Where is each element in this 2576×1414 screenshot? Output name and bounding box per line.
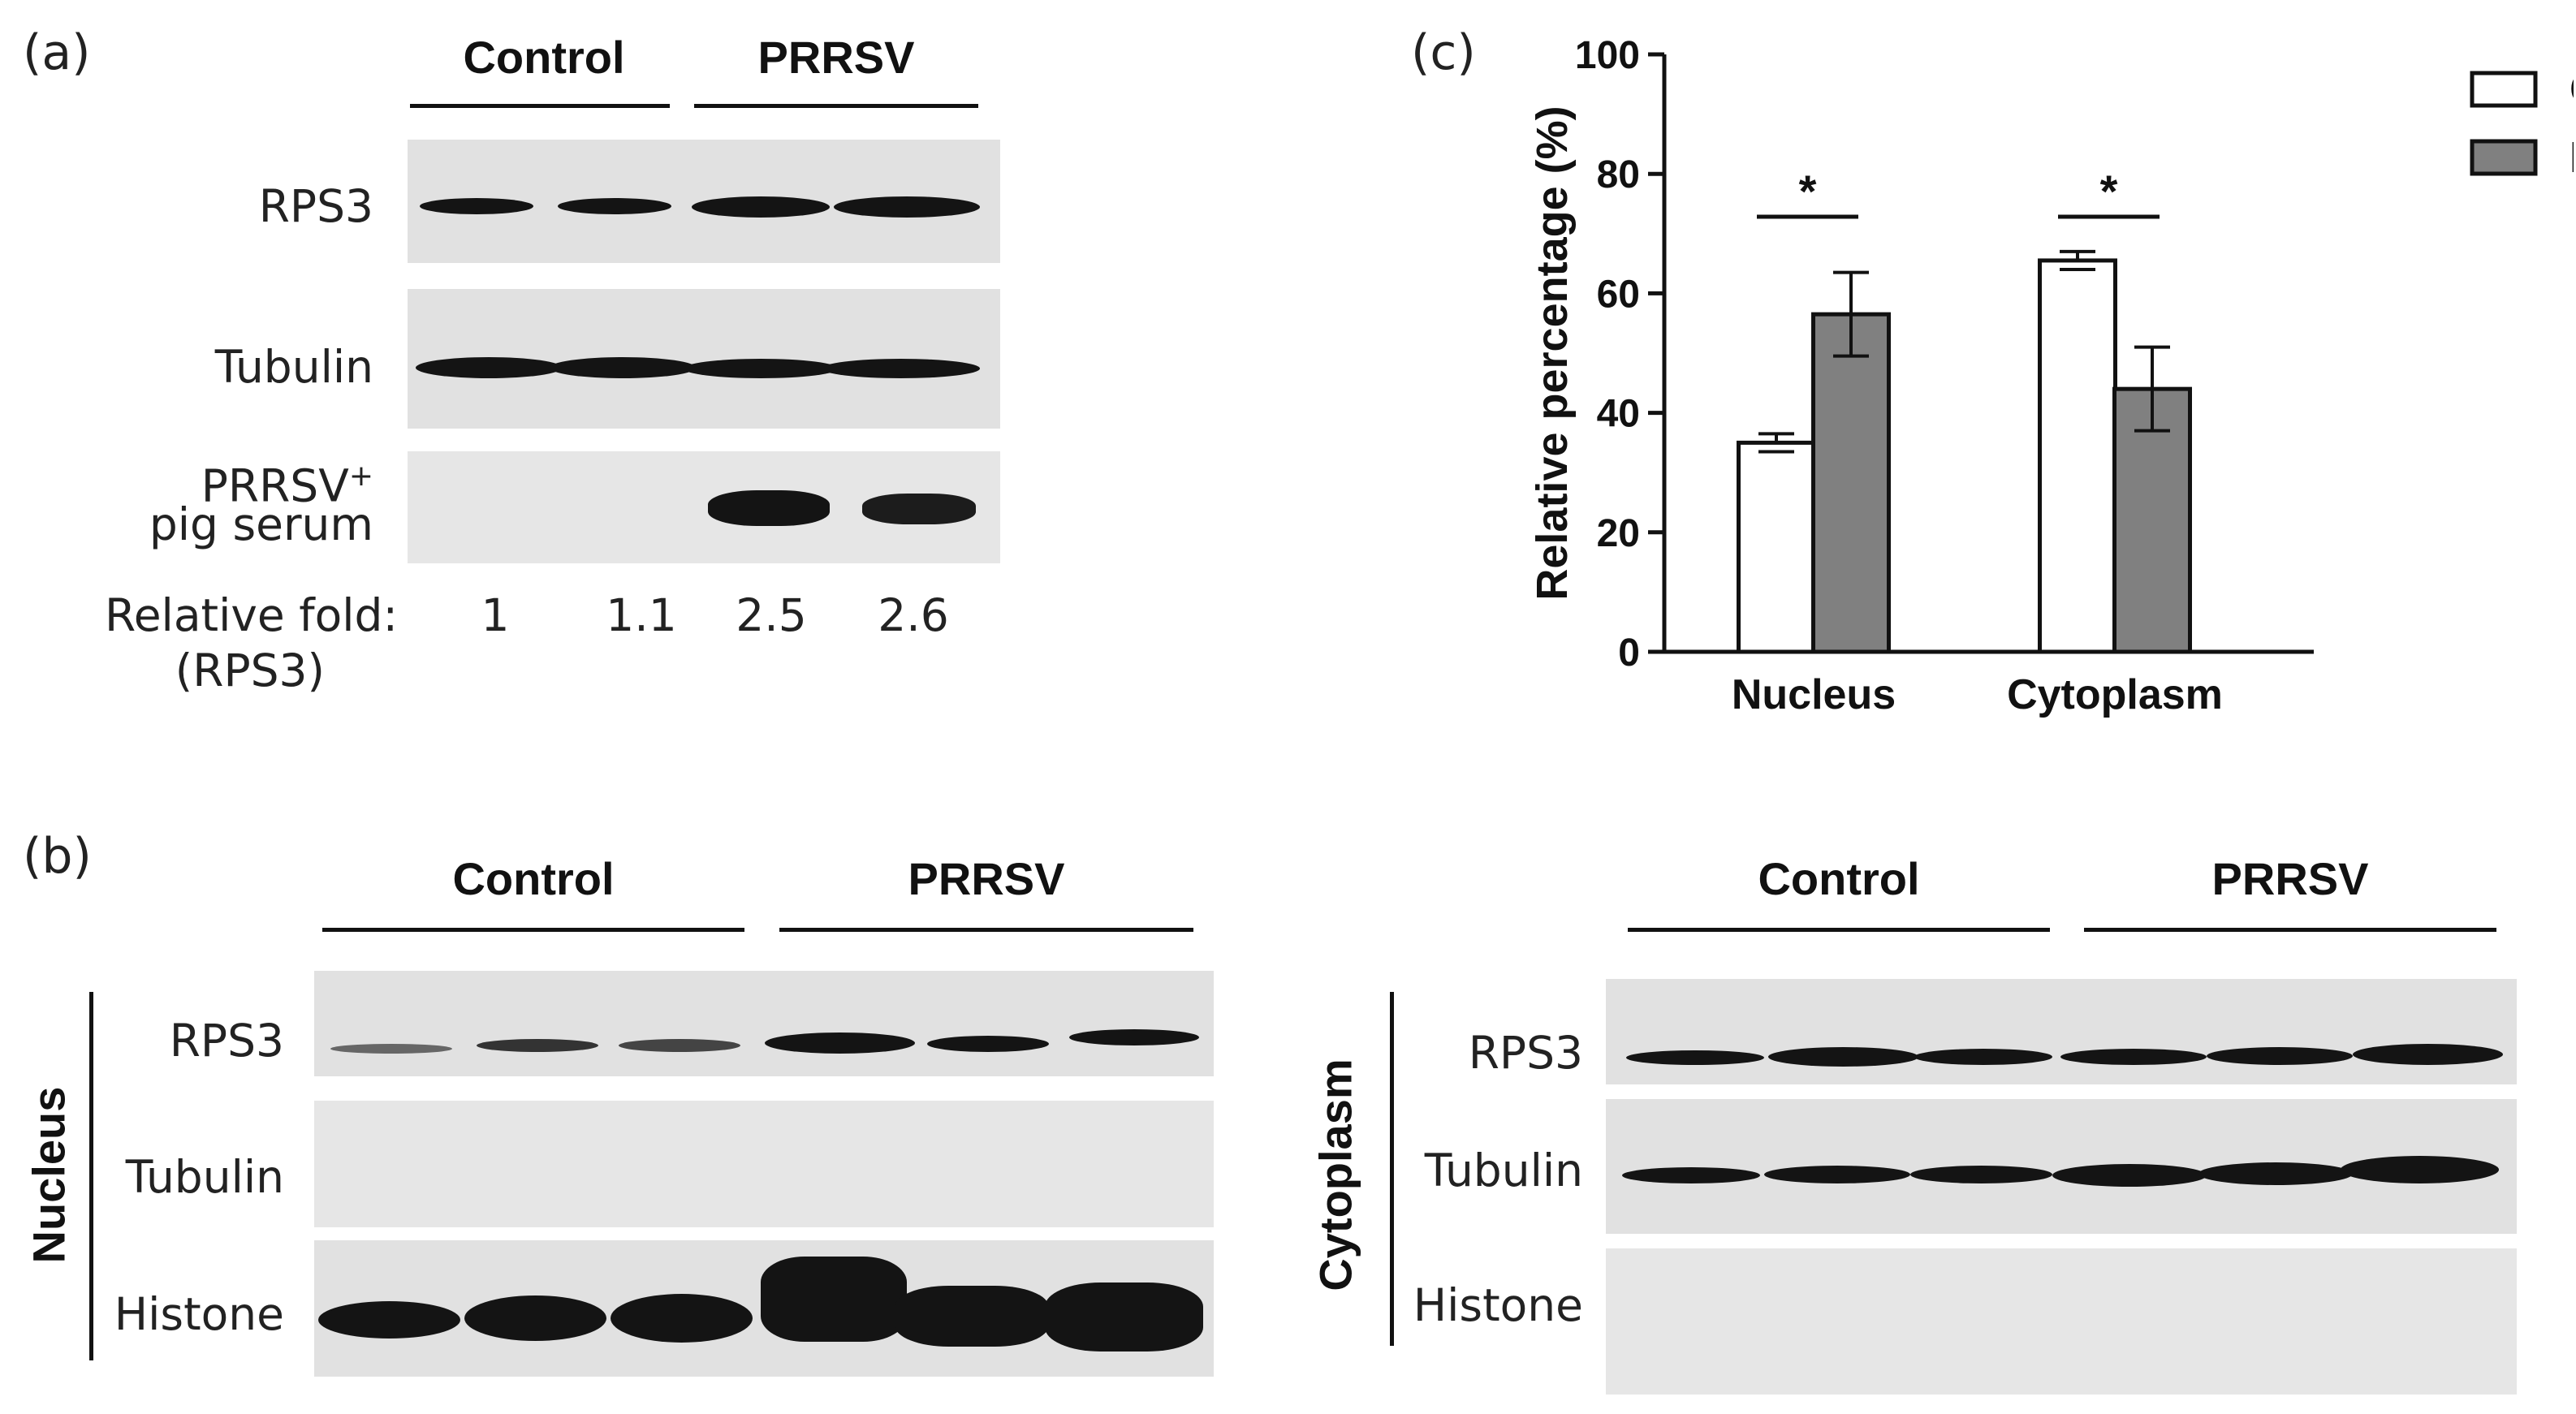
y-axis-label: Relative percentage (%): [1528, 106, 1577, 600]
significance-marker: *: [2100, 166, 2118, 217]
serum-label-text: PRRSV: [201, 459, 349, 512]
panel-a-row-serum-line2: pig serum: [149, 498, 373, 550]
panel-c-label: (c): [1411, 24, 1476, 81]
panel-a-rule-control: [410, 104, 670, 108]
cytoplasm-blot-histone: [1606, 1248, 2517, 1395]
relative-fold-sublabel: (RPS3): [175, 644, 325, 696]
cytoplasm-header-control: Control: [1758, 853, 1920, 904]
relative-fold-value: 1: [481, 589, 510, 641]
cytoplasm-blot-tubulin: [1606, 1099, 2517, 1234]
cytoplasm-header-prrsv: PRRSV: [2211, 853, 2369, 904]
relative-fold-value: 2.5: [736, 589, 807, 641]
y-tick-label: 60: [1597, 273, 1640, 316]
panel-a-row-rps3: RPS3: [258, 180, 373, 232]
nucleus-header-control: Control: [452, 853, 615, 904]
y-tick-label: 0: [1618, 632, 1640, 675]
panel-b-label: (b): [23, 828, 92, 885]
nucleus-header-prrsv: PRRSV: [908, 853, 1065, 904]
legend-label-control: Control: [2570, 65, 2574, 114]
cytoplasm-rule-prrsv: [2084, 928, 2496, 932]
significance-marker: *: [1799, 166, 1817, 217]
legend-swatch-prrsv: [2470, 139, 2538, 176]
nucleus-blot-tubulin: [314, 1101, 1214, 1227]
panel-a-label: (a): [23, 24, 91, 81]
relative-fold-label: Relative fold:: [104, 589, 398, 641]
cytoplasm-row-rps3: RPS3: [1468, 1027, 1583, 1079]
panel-a-row-serum-line1: PRRSV+: [122, 459, 373, 511]
nucleus-row-tubulin: Tubulin: [125, 1151, 284, 1203]
bar-chart: 0 20 40 60 80 100 Relative percentage (%) Nucle…: [1528, 34, 2574, 718]
y-tick-label: 80: [1597, 153, 1640, 196]
panel-a-row-tubulin: Tubulin: [214, 341, 373, 393]
nucleus-row-rps3: RPS3: [169, 1015, 284, 1067]
panel-a-rule-prrsv: [694, 104, 978, 108]
cytoplasm-vertical-rule: [1390, 992, 1394, 1346]
panel-a-blot-serum: [408, 451, 1000, 563]
y-tick-label: 20: [1597, 512, 1640, 555]
legend-swatch-control: [2470, 71, 2538, 108]
panel-a-header-prrsv: PRRSV: [757, 32, 915, 83]
nucleus-blot-histone: [314, 1240, 1214, 1377]
cytoplasm-row-tubulin: Tubulin: [1424, 1145, 1583, 1196]
nucleus-rule-control: [322, 928, 744, 932]
y-tick-label: 100: [1575, 34, 1640, 77]
legend-label-prrsv: PRRSV: [2570, 133, 2574, 182]
nucleus-blot-rps3: [314, 971, 1214, 1076]
x-tick-label: Nucleus: [1732, 671, 1896, 718]
cytoplasm-row-histone: Histone: [1413, 1279, 1583, 1331]
relative-fold-value: 1.1: [606, 589, 677, 641]
y-tick-label: 40: [1597, 393, 1640, 436]
legend: Control PRRSV: [2470, 65, 2574, 182]
bar-prrsv-nucleus: [1811, 312, 1891, 654]
relative-fold-value: 2.6: [878, 589, 949, 641]
panel-a-blot-rps3: [408, 140, 1000, 263]
nucleus-row-histone: Histone: [114, 1288, 284, 1340]
panel-a-header-control: Control: [463, 32, 625, 83]
cytoplasm-rule-control: [1628, 928, 2050, 932]
nucleus-vertical-rule: [89, 992, 93, 1360]
nucleus-rule-prrsv: [779, 928, 1193, 932]
panel-a-blot-tubulin: [408, 289, 1000, 429]
serum-label-sup: +: [348, 459, 373, 493]
bar-control-nucleus: [1737, 440, 1816, 654]
bar-control-cytoplasm: [2038, 258, 2117, 654]
cytoplasm-blot-rps3: [1606, 979, 2517, 1084]
x-tick-label: Cytoplasm: [2007, 671, 2223, 718]
